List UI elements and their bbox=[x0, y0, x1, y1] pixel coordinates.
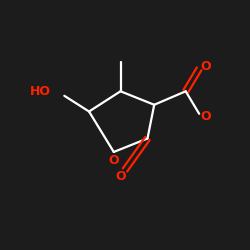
Text: HO: HO bbox=[30, 85, 51, 98]
Text: O: O bbox=[200, 110, 211, 122]
Text: O: O bbox=[108, 154, 119, 168]
Text: O: O bbox=[200, 60, 211, 73]
Text: O: O bbox=[115, 170, 126, 183]
